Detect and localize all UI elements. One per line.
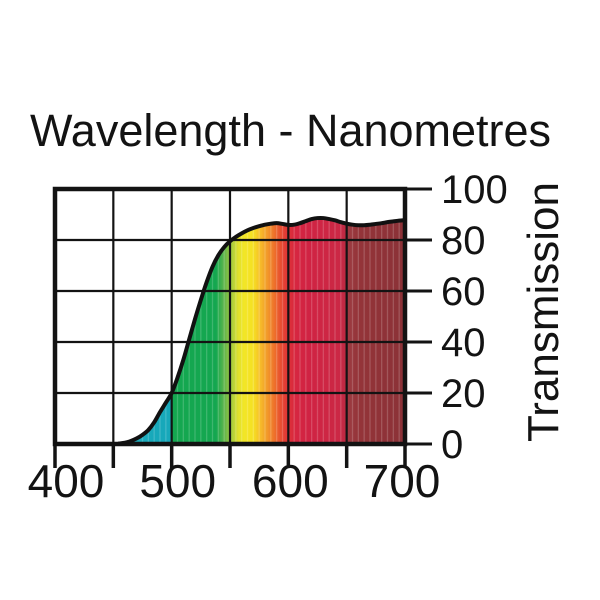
- y-axis-tick-label-0: 0: [441, 423, 463, 467]
- y-axis-ticks: [407, 187, 432, 446]
- y-axis-tick-label-80: 80: [441, 219, 486, 263]
- x-axis-tick-label-400: 400: [28, 455, 105, 507]
- x-axis-tick-labels: 400 500 600 700: [28, 455, 441, 507]
- y-axis-tick-label-40: 40: [441, 321, 486, 365]
- y-axis-tick-labels: 0 20 40 60 80 100: [441, 168, 508, 467]
- y-axis-tick-label-100: 100: [441, 168, 508, 212]
- y-axis-tick-label-20: 20: [441, 372, 486, 416]
- x-axis-tick-label-600: 600: [252, 455, 329, 507]
- transmission-curve: [53, 215, 407, 447]
- plot-border: [52, 186, 408, 447]
- x-axis-tick-label-700: 700: [364, 455, 441, 507]
- x-axis-ticks: [53, 446, 407, 468]
- chart-title: Wavelength - Nanometres: [30, 105, 552, 156]
- x-axis-tick-label-500: 500: [139, 455, 216, 507]
- y-axis-tick-label-60: 60: [441, 270, 486, 314]
